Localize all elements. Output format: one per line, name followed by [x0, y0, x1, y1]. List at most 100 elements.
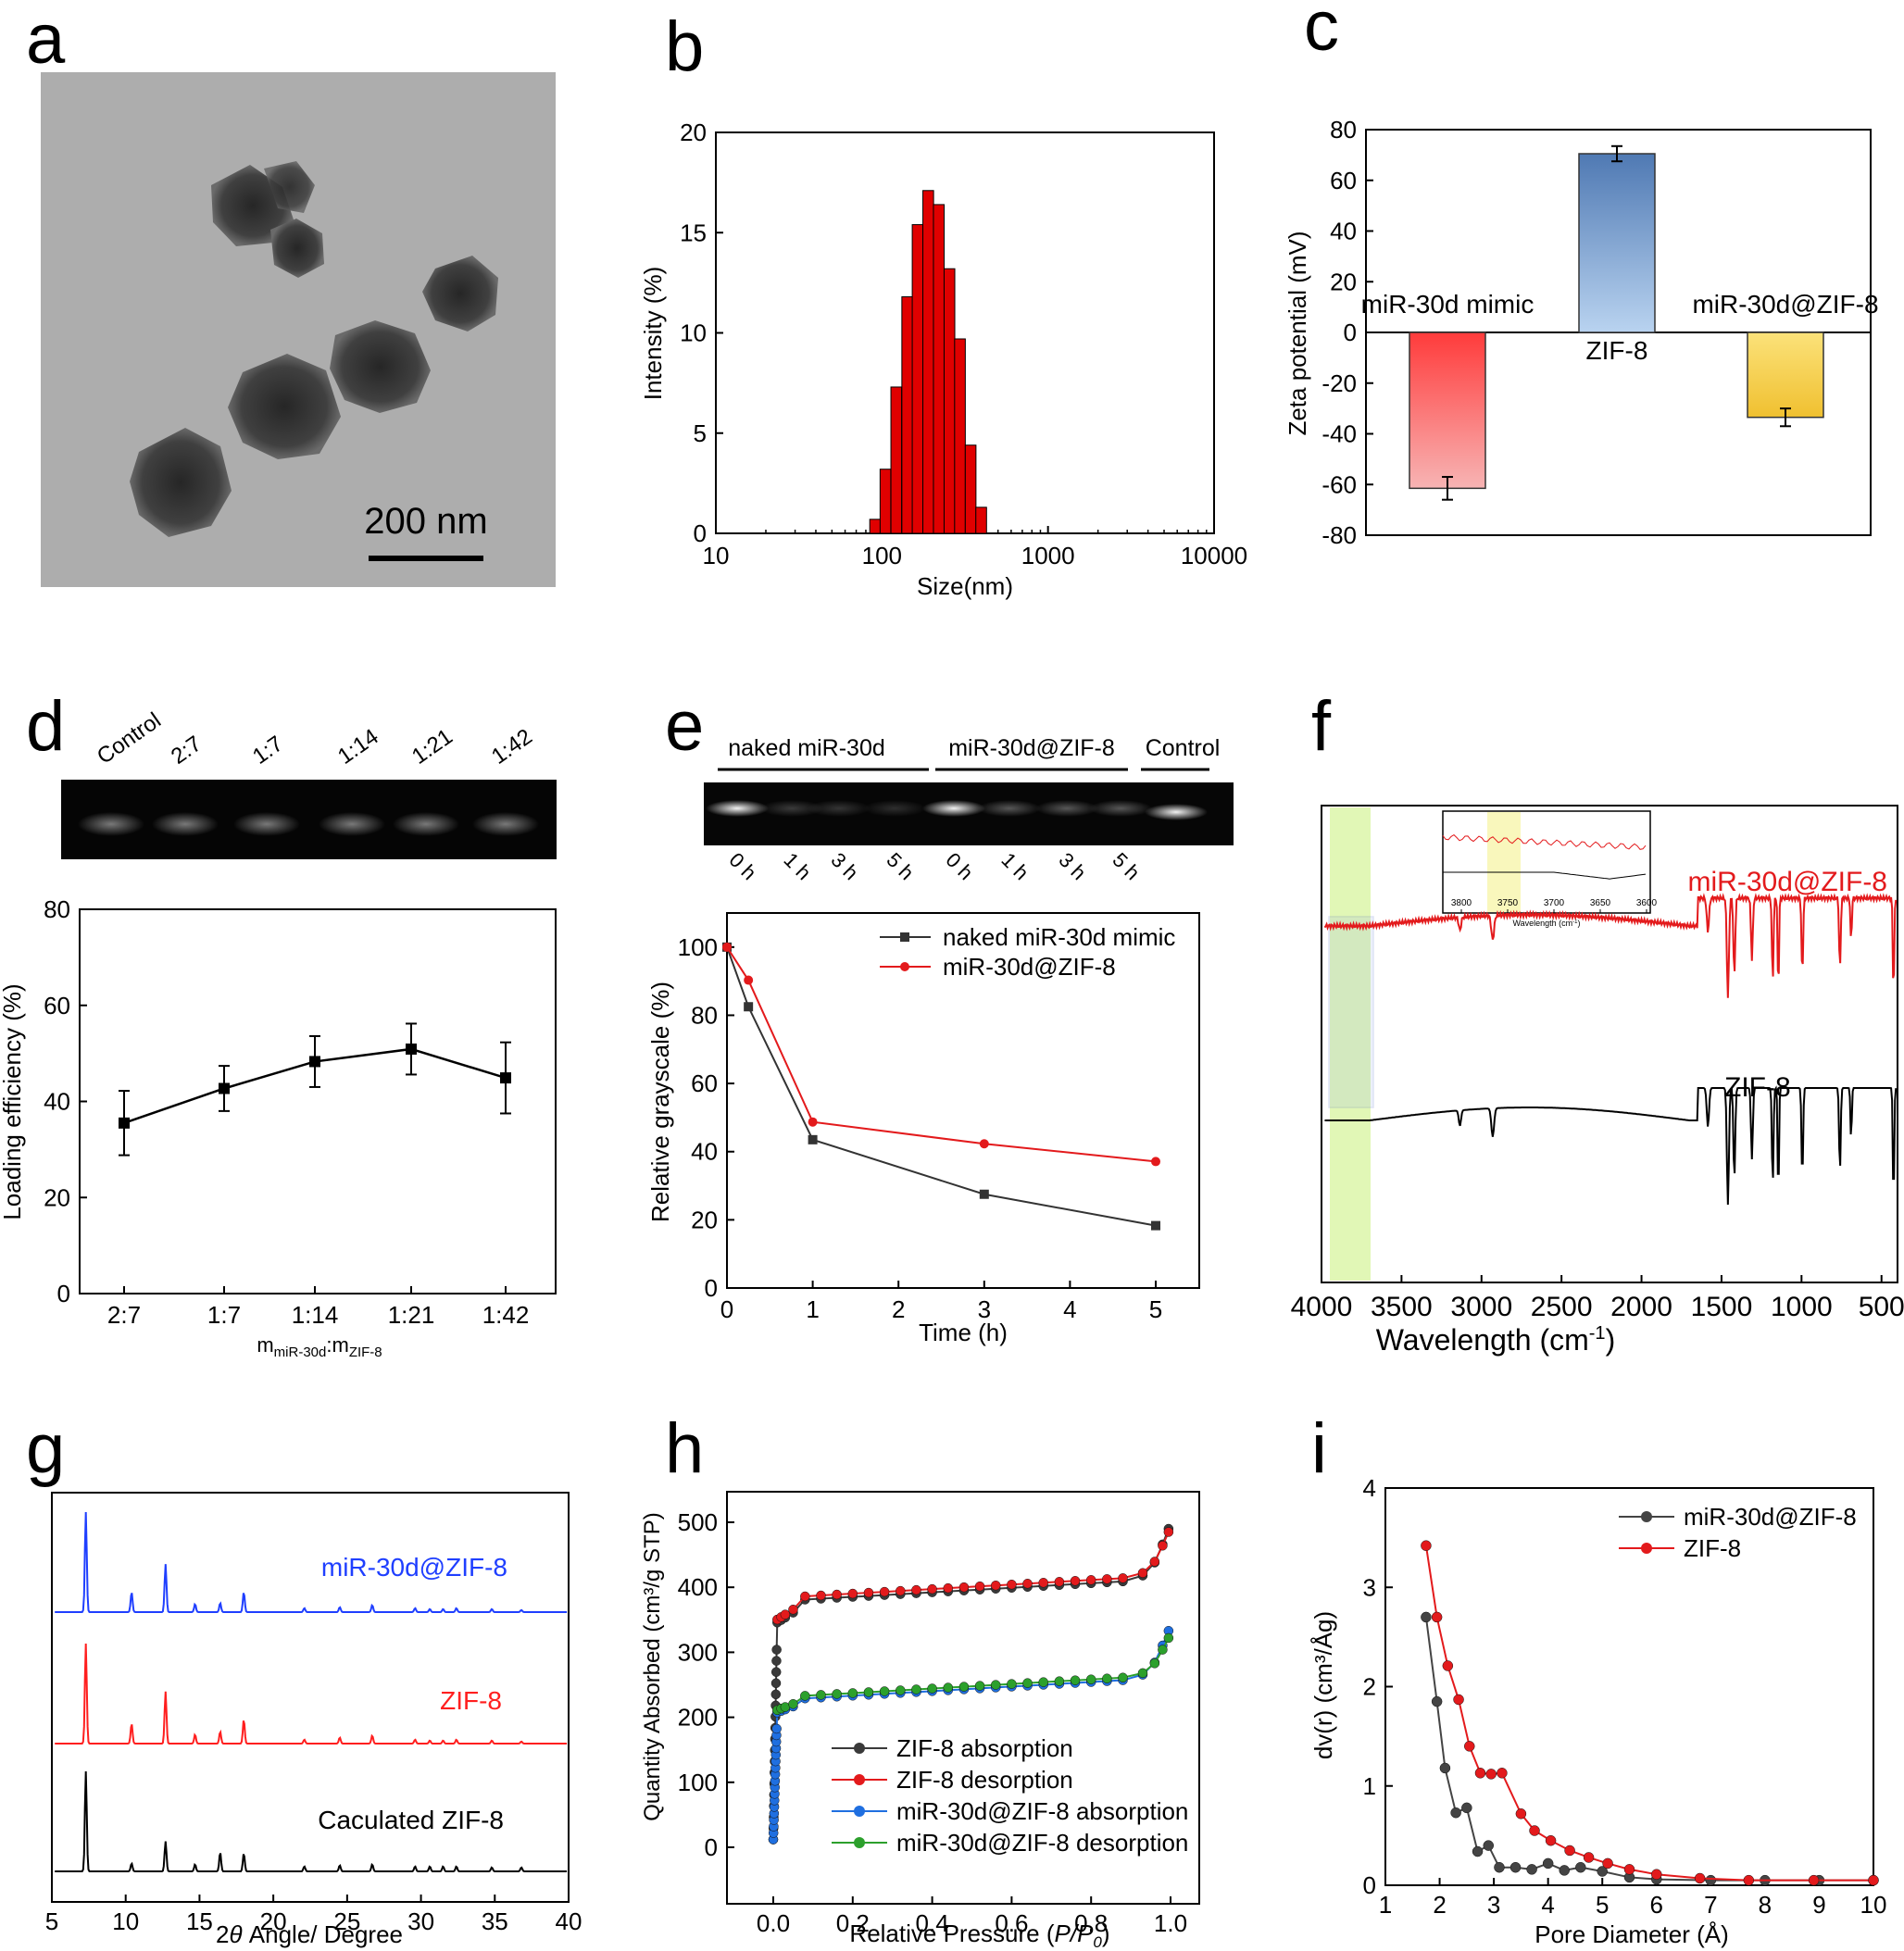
panel-label-e: e [665, 687, 704, 766]
e-xlabel: Time (h) [919, 1319, 1008, 1346]
x-tick-label: 0.4 [916, 1909, 949, 1937]
data-point [1118, 1573, 1128, 1583]
data-point [1149, 1557, 1160, 1567]
y-tick-label: 60 [691, 1069, 718, 1097]
x-tick-label: 1500 [1691, 1292, 1753, 1322]
x-tick-label: 8 [1759, 1891, 1772, 1919]
data-point [770, 1689, 782, 1700]
gel-band [1089, 800, 1152, 817]
series-label: ZIF-8 [1724, 1072, 1791, 1103]
inset-tick-label: 3600 [1636, 898, 1658, 908]
data-point [1868, 1874, 1879, 1886]
panel-label-i: i [1311, 1409, 1327, 1488]
x-tick-label: 1 [1379, 1891, 1392, 1919]
data-point [1151, 1220, 1160, 1231]
y-tick-label: 20 [44, 1183, 70, 1211]
x-tick-label: 1:21 [388, 1301, 435, 1329]
series-label: miR-30d@ZIF-8 [321, 1553, 507, 1582]
inset-xlabel: Wavelength (cm-1) [1512, 919, 1580, 928]
data-point [1597, 1866, 1608, 1877]
series-line [726, 946, 1157, 1227]
y-tick-label: 100 [678, 1769, 718, 1796]
x-tick-label: 4 [1541, 1891, 1554, 1919]
ftir-spectrum [1324, 1085, 1898, 1206]
legend-marker [900, 962, 909, 971]
data-point [808, 1134, 818, 1144]
pore-size-chart: dv(r) (cm³/Åg) Pore Diameter (Å) 1 2 3 4 5 6 7… [1309, 1474, 1886, 1948]
data-point [979, 1189, 989, 1199]
x-tick-label: 0.2 [836, 1909, 870, 1937]
data-point [1464, 1741, 1475, 1752]
series-line [1424, 1617, 1873, 1882]
data-point [1421, 1540, 1432, 1551]
y-tick-label: 80 [44, 895, 70, 923]
data-point [1705, 1874, 1717, 1886]
inset-highlight-box [1328, 916, 1374, 1108]
data-point [896, 1585, 906, 1596]
dls-histogram: Intensity (%) Size(nm) 10 100 1000 10000 0 5 1… [639, 119, 1247, 600]
gel-band [808, 800, 871, 817]
x-tick-label: 1:14 [292, 1301, 339, 1329]
legend-label: naked miR-30d mimic [943, 923, 1175, 951]
xrd-pattern [55, 1511, 568, 1613]
y-tick-label: 40 [1330, 218, 1357, 245]
b-ylabel: Intensity (%) [639, 267, 667, 401]
ftir-chart: Wavelength (cm-1) Wavelength (cm-1) 4000… [1291, 805, 1904, 1357]
x-tick-label: 100 [862, 542, 902, 569]
f-xlabel: Wavelength (cm-1) [1376, 1323, 1615, 1357]
stability-chart: Relative grayscale (%) Time (h) 0 1 2 3 4 5 0 2… [646, 912, 1200, 1346]
histogram-bar [911, 224, 924, 534]
data-point [406, 1043, 417, 1055]
y-tick-label: 200 [678, 1704, 718, 1732]
loading-efficiency-chart: Loading efficiency (%) mmiR-30d:mZIF-8 0… [0, 895, 557, 1360]
d-ylabel: Loading efficiency (%) [0, 983, 26, 1219]
data-point [816, 1590, 826, 1601]
x-tick-label: 3500 [1371, 1292, 1433, 1322]
lane-label: Control [93, 707, 166, 769]
data-point [847, 1588, 858, 1599]
histogram-bar [933, 204, 946, 534]
inset-tick-label: 3800 [1451, 898, 1472, 908]
y-tick-label: 4 [1363, 1474, 1376, 1502]
data-point [1497, 1768, 1508, 1779]
y-tick-label: 0 [694, 519, 707, 547]
data-point [1070, 1675, 1081, 1685]
legend-label: ZIF-8 desorption [896, 1766, 1073, 1794]
data-point [309, 1056, 320, 1068]
gel-band [706, 800, 769, 817]
x-tick-label: 1:42 [482, 1301, 530, 1329]
data-point [979, 1139, 989, 1149]
lane-label: 3 h [1054, 848, 1090, 884]
tem-image: 200 nm [41, 72, 556, 587]
h-ylabel: Quantity Absorbed (cm³/g STP) [640, 1512, 665, 1820]
x-tick-label: 1 [806, 1295, 819, 1323]
lane-label: 5 h [1108, 848, 1144, 884]
data-point [1472, 1845, 1484, 1857]
data-point [1085, 1674, 1096, 1684]
data-point [1442, 1660, 1454, 1671]
x-tick-label: 3 [978, 1295, 991, 1323]
x-tick-label: 10000 [1181, 542, 1247, 569]
gel-band [319, 812, 385, 836]
y-tick-label: -60 [1322, 470, 1357, 498]
legend-marker [1641, 1543, 1652, 1554]
data-point [1163, 1632, 1174, 1644]
x-tick-label: 25 [333, 1907, 360, 1935]
x-tick-label: 1000 [1021, 542, 1075, 569]
data-point [958, 1582, 970, 1593]
data-point [974, 1681, 985, 1691]
zeta-potential-chart: Zeta potential (mV) -80 -60 -40 -20 0 20 40 60 8… [1284, 116, 1879, 549]
e-group-label: naked miR-30d [728, 735, 885, 761]
panel-label-a: a [26, 0, 66, 79]
y-tick-label: 60 [44, 992, 70, 1019]
y-tick-label: 15 [680, 219, 707, 246]
histogram-bar [964, 444, 977, 534]
y-tick-label: 40 [44, 1088, 70, 1116]
bet-isotherm-chart: Quantity Absorbed (cm³/g STP) Relative P… [640, 1491, 1200, 1951]
y-tick-label: 2 [1363, 1673, 1376, 1701]
x-tick-label: 5 [45, 1907, 58, 1935]
x-tick-label: 3 [1487, 1891, 1500, 1919]
data-point [1102, 1574, 1112, 1584]
legend-label: miR-30d@ZIF-8 absorption [896, 1797, 1188, 1825]
data-point [927, 1583, 937, 1595]
